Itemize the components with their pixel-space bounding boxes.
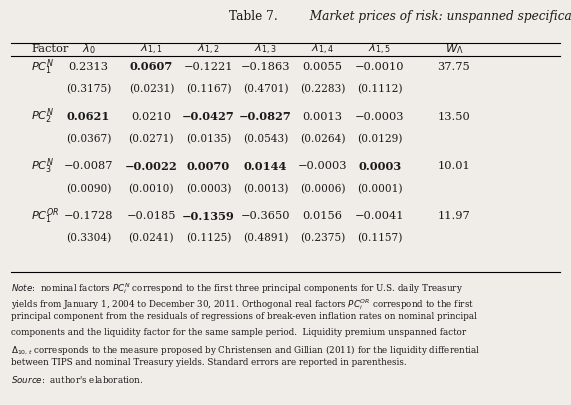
- Text: (0.3175): (0.3175): [66, 84, 111, 94]
- Text: $\lambda_0$: $\lambda_0$: [82, 42, 95, 56]
- Text: 0.0070: 0.0070: [187, 161, 230, 172]
- Text: −0.1221: −0.1221: [184, 62, 233, 72]
- Text: 0.2313: 0.2313: [69, 62, 108, 72]
- Text: −0.0427: −0.0427: [182, 111, 235, 122]
- Text: (0.0129): (0.0129): [357, 134, 403, 144]
- Text: Market prices of risk: unspanned specification: Market prices of risk: unspanned specifi…: [286, 10, 571, 23]
- Text: $PC_2^N$: $PC_2^N$: [31, 107, 55, 126]
- Text: (0.0090): (0.0090): [66, 183, 111, 194]
- Text: (0.0271): (0.0271): [128, 134, 174, 144]
- Text: components and the liquidity factor for the same sample period.  Liquidity premi: components and the liquidity factor for …: [11, 328, 467, 337]
- Text: $\lambda_{1,2}$: $\lambda_{1,2}$: [197, 41, 220, 57]
- Text: −0.1728: −0.1728: [64, 211, 113, 221]
- Text: $W_{\Lambda}$: $W_{\Lambda}$: [445, 42, 463, 56]
- Text: yields from January 1, 2004 to December 30, 2011. Orthogonal real factors $\it{P: yields from January 1, 2004 to December …: [11, 297, 475, 312]
- Text: 37.75: 37.75: [437, 62, 471, 72]
- Text: 0.0156: 0.0156: [303, 211, 343, 221]
- Text: (0.0135): (0.0135): [186, 134, 231, 144]
- Text: (0.0241): (0.0241): [128, 233, 174, 244]
- Text: $\lambda_{1,5}$: $\lambda_{1,5}$: [368, 41, 391, 57]
- Text: 0.0210: 0.0210: [131, 112, 171, 122]
- Text: $PC_1^{OR}$: $PC_1^{OR}$: [31, 207, 60, 226]
- Text: between TIPS and nominal Treasury yields. Standard errors are reported in parent: between TIPS and nominal Treasury yields…: [11, 358, 407, 367]
- Text: 13.50: 13.50: [437, 112, 471, 122]
- Text: (0.0006): (0.0006): [300, 183, 345, 194]
- Text: (0.0001): (0.0001): [357, 183, 403, 194]
- Text: 0.0607: 0.0607: [130, 61, 173, 72]
- Text: 0.0144: 0.0144: [244, 161, 287, 172]
- Text: (0.0264): (0.0264): [300, 134, 345, 144]
- Text: (0.0003): (0.0003): [186, 183, 231, 194]
- Text: −0.0003: −0.0003: [355, 112, 404, 122]
- Text: (0.2375): (0.2375): [300, 233, 345, 244]
- Text: −0.0022: −0.0022: [125, 161, 178, 172]
- Text: (0.0367): (0.0367): [66, 134, 111, 144]
- Text: −0.0041: −0.0041: [355, 211, 404, 221]
- Text: −0.0087: −0.0087: [64, 162, 113, 171]
- Text: Factor: Factor: [31, 44, 69, 54]
- Text: −0.3650: −0.3650: [241, 211, 290, 221]
- Text: (0.4891): (0.4891): [243, 233, 288, 244]
- Text: −0.0185: −0.0185: [127, 211, 176, 221]
- Text: (0.0543): (0.0543): [243, 134, 288, 144]
- Text: (0.0013): (0.0013): [243, 183, 288, 194]
- Text: $PC_3^N$: $PC_3^N$: [31, 157, 55, 176]
- Text: −0.0827: −0.0827: [239, 111, 292, 122]
- Text: $\it{Source}$:  author's elaboration.: $\it{Source}$: author's elaboration.: [11, 374, 144, 385]
- Text: −0.1359: −0.1359: [182, 211, 235, 222]
- Text: 11.97: 11.97: [437, 211, 471, 221]
- Text: (0.0010): (0.0010): [128, 183, 174, 194]
- Text: 0.0621: 0.0621: [67, 111, 110, 122]
- Text: (0.3304): (0.3304): [66, 233, 111, 244]
- Text: (0.1112): (0.1112): [357, 84, 403, 94]
- Text: (0.0231): (0.0231): [128, 84, 174, 94]
- Text: $\lambda_{1,4}$: $\lambda_{1,4}$: [311, 41, 334, 57]
- Text: $\it{Note}$:  nominal factors $\it{PC}_i^N$ correspond to the first three princi: $\it{Note}$: nominal factors $\it{PC}_i^…: [11, 281, 464, 296]
- Text: 0.0003: 0.0003: [358, 161, 401, 172]
- Text: (0.1157): (0.1157): [357, 233, 403, 244]
- Text: principal component from the residuals of regressions of break-even inflation ra: principal component from the residuals o…: [11, 312, 477, 321]
- Text: −0.1863: −0.1863: [241, 62, 290, 72]
- Text: (0.4701): (0.4701): [243, 84, 288, 94]
- Text: 0.0013: 0.0013: [303, 112, 343, 122]
- Text: $\lambda_{1,1}$: $\lambda_{1,1}$: [140, 41, 163, 57]
- Text: Table 7.: Table 7.: [229, 10, 286, 23]
- Text: (0.2283): (0.2283): [300, 84, 345, 94]
- Text: (0.1167): (0.1167): [186, 84, 231, 94]
- Text: −0.0010: −0.0010: [355, 62, 404, 72]
- Text: $\Delta_{10,t}$ corresponds to the measure proposed by Christensen and Gillian (: $\Delta_{10,t}$ corresponds to the measu…: [11, 343, 480, 357]
- Text: $\lambda_{1,3}$: $\lambda_{1,3}$: [254, 41, 277, 57]
- Text: −0.0003: −0.0003: [298, 162, 347, 171]
- Text: 10.01: 10.01: [437, 162, 471, 171]
- Text: 0.0055: 0.0055: [303, 62, 343, 72]
- Text: $PC_1^N$: $PC_1^N$: [31, 57, 55, 77]
- Text: (0.1125): (0.1125): [186, 233, 231, 244]
